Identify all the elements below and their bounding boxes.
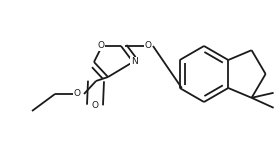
- Text: O: O: [97, 42, 105, 51]
- Text: O: O: [145, 42, 151, 51]
- Text: O: O: [92, 101, 98, 111]
- Text: O: O: [73, 90, 81, 98]
- Text: N: N: [131, 58, 137, 66]
